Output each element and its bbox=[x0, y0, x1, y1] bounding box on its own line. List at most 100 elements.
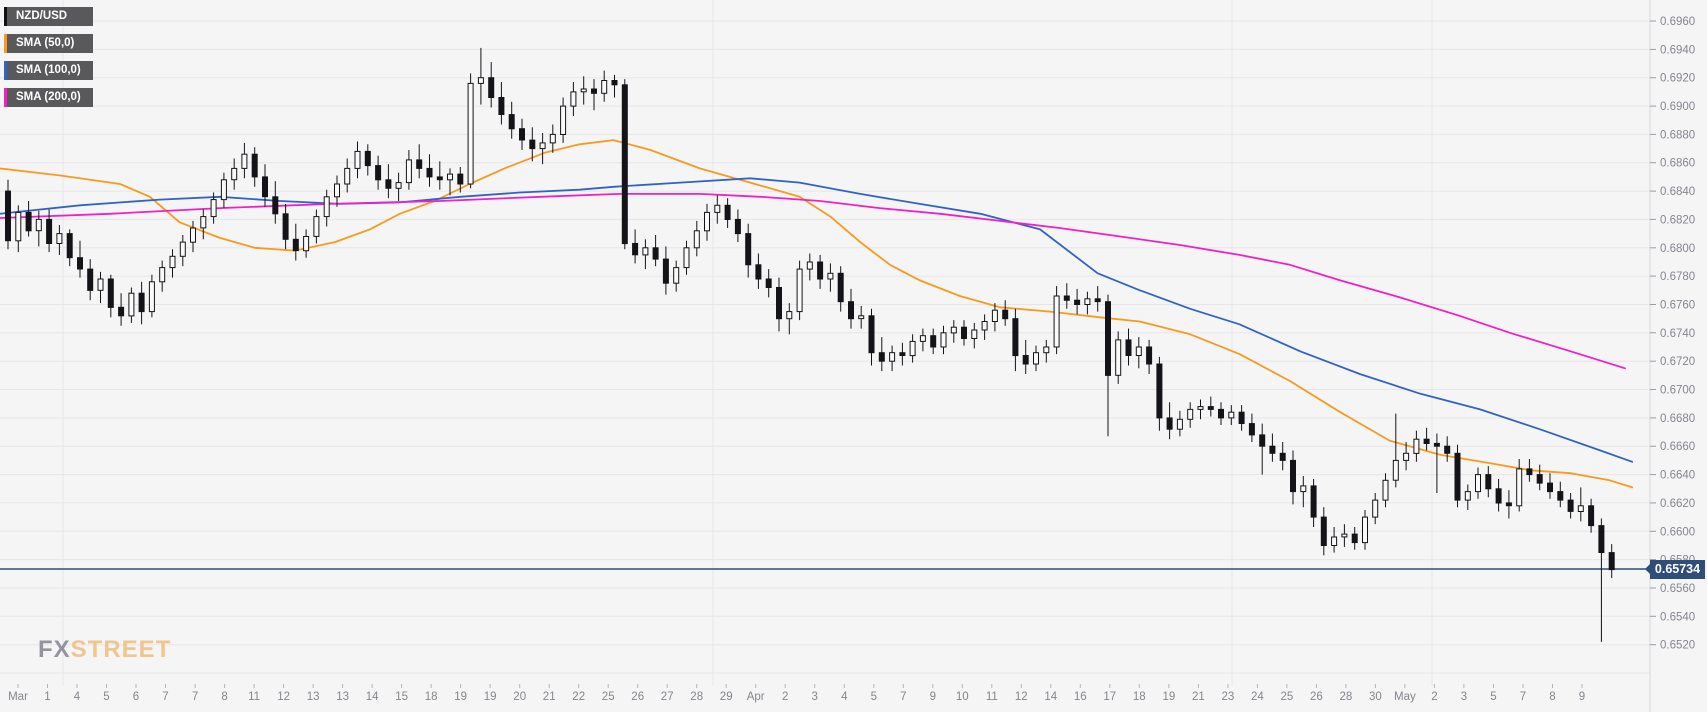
svg-text:14: 14 bbox=[1044, 691, 1057, 703]
svg-text:19: 19 bbox=[484, 691, 497, 703]
svg-text:0.6860: 0.6860 bbox=[1660, 158, 1695, 170]
svg-text:22: 22 bbox=[572, 691, 585, 703]
svg-text:20: 20 bbox=[513, 691, 526, 703]
legend-label: NZD/USD bbox=[16, 10, 68, 22]
svg-text:0.6940: 0.6940 bbox=[1660, 44, 1695, 56]
svg-text:Mar: Mar bbox=[8, 691, 28, 703]
svg-text:May: May bbox=[1394, 691, 1416, 703]
svg-text:25: 25 bbox=[602, 691, 615, 703]
svg-text:0.6640: 0.6640 bbox=[1660, 470, 1695, 482]
candles bbox=[5, 47, 1615, 642]
svg-text:25: 25 bbox=[1281, 691, 1294, 703]
svg-text:23: 23 bbox=[1222, 691, 1235, 703]
indicator-legend: NZD/USD SMA (50,0) SMA (100,0) SMA (200,… bbox=[4, 7, 93, 107]
svg-text:17: 17 bbox=[1103, 691, 1116, 703]
series-color-swatch bbox=[4, 61, 7, 80]
svg-text:0.6520: 0.6520 bbox=[1660, 640, 1695, 652]
svg-text:7: 7 bbox=[1520, 691, 1526, 703]
svg-text:0.6900: 0.6900 bbox=[1660, 101, 1695, 113]
svg-text:0.6660: 0.6660 bbox=[1660, 441, 1695, 453]
svg-text:29: 29 bbox=[720, 691, 733, 703]
svg-text:8: 8 bbox=[221, 691, 227, 703]
legend-item-nzdusd[interactable]: NZD/USD bbox=[4, 7, 93, 26]
svg-text:27: 27 bbox=[661, 691, 674, 703]
watermark-fx: FX bbox=[38, 636, 71, 663]
svg-text:13: 13 bbox=[336, 691, 349, 703]
series-color-swatch bbox=[4, 88, 7, 107]
svg-text:26: 26 bbox=[631, 691, 644, 703]
svg-text:4: 4 bbox=[841, 691, 848, 703]
svg-text:21: 21 bbox=[1192, 691, 1205, 703]
legend-item-sma50[interactable]: SMA (50,0) bbox=[4, 34, 93, 53]
svg-text:21: 21 bbox=[543, 691, 556, 703]
svg-text:7: 7 bbox=[162, 691, 168, 703]
svg-text:Apr: Apr bbox=[747, 691, 765, 703]
svg-text:0.6560: 0.6560 bbox=[1660, 583, 1695, 595]
svg-text:18: 18 bbox=[1133, 691, 1146, 703]
svg-text:0.6740: 0.6740 bbox=[1660, 328, 1695, 340]
svg-text:0.6700: 0.6700 bbox=[1660, 385, 1695, 397]
svg-text:0.6880: 0.6880 bbox=[1660, 129, 1695, 141]
svg-text:4: 4 bbox=[74, 691, 81, 703]
svg-text:0.6620: 0.6620 bbox=[1660, 498, 1695, 510]
svg-text:16: 16 bbox=[1074, 691, 1087, 703]
svg-text:0.6760: 0.6760 bbox=[1660, 300, 1695, 312]
svg-text:3: 3 bbox=[1461, 691, 1467, 703]
svg-text:13: 13 bbox=[307, 691, 320, 703]
svg-text:8: 8 bbox=[1549, 691, 1555, 703]
svg-text:7: 7 bbox=[900, 691, 906, 703]
svg-text:0.6960: 0.6960 bbox=[1660, 16, 1695, 28]
sma-200-line bbox=[0, 192, 1626, 370]
price-label-value: 0.65734 bbox=[1654, 561, 1701, 576]
svg-text:19: 19 bbox=[454, 691, 467, 703]
series-color-swatch bbox=[4, 7, 7, 26]
horizontal-gridlines bbox=[0, 20, 1650, 674]
watermark-street: STREET bbox=[70, 636, 172, 663]
legend-label: SMA (50,0) bbox=[16, 37, 75, 49]
svg-text:0.6820: 0.6820 bbox=[1660, 214, 1695, 226]
price-label-arrow-icon bbox=[1645, 564, 1650, 574]
svg-text:9: 9 bbox=[930, 691, 936, 703]
svg-text:11: 11 bbox=[986, 691, 998, 703]
legend-item-sma200[interactable]: SMA (200,0) bbox=[4, 88, 93, 107]
vertical-gridlines bbox=[62, 0, 1433, 686]
svg-text:5: 5 bbox=[103, 691, 109, 703]
svg-text:0.6840: 0.6840 bbox=[1660, 186, 1695, 198]
svg-text:0.6800: 0.6800 bbox=[1660, 243, 1695, 255]
svg-text:9: 9 bbox=[1579, 691, 1585, 703]
svg-text:0.6540: 0.6540 bbox=[1660, 611, 1695, 623]
svg-text:5: 5 bbox=[871, 691, 877, 703]
current-price-label: 0.65734 bbox=[1645, 559, 1705, 579]
svg-text:1: 1 bbox=[44, 691, 50, 703]
svg-text:7: 7 bbox=[192, 691, 198, 703]
svg-text:28: 28 bbox=[1340, 691, 1353, 703]
svg-text:18: 18 bbox=[425, 691, 438, 703]
x-axis: Mar 1 4 5 6 7 7 8 11 12 13 13 14 15 18 19 19 20 21 22 25 26 27… bbox=[8, 684, 1585, 703]
svg-text:28: 28 bbox=[690, 691, 703, 703]
svg-text:26: 26 bbox=[1310, 691, 1323, 703]
svg-text:12: 12 bbox=[277, 691, 290, 703]
svg-text:3: 3 bbox=[811, 691, 817, 703]
fxstreet-watermark: FXSTREET bbox=[38, 636, 171, 664]
svg-text:0.6600: 0.6600 bbox=[1660, 526, 1695, 538]
legend-label: SMA (200,0) bbox=[16, 91, 81, 103]
sma-100-line bbox=[0, 177, 1634, 463]
svg-text:6: 6 bbox=[133, 691, 139, 703]
svg-text:0.6680: 0.6680 bbox=[1660, 413, 1695, 425]
series-color-swatch bbox=[4, 34, 7, 53]
svg-text:0.6780: 0.6780 bbox=[1660, 271, 1695, 283]
svg-text:15: 15 bbox=[395, 691, 408, 703]
svg-text:10: 10 bbox=[956, 691, 969, 703]
legend-item-sma100[interactable]: SMA (100,0) bbox=[4, 61, 93, 80]
svg-text:2: 2 bbox=[1431, 691, 1437, 703]
svg-text:11: 11 bbox=[248, 691, 260, 703]
legend-label: SMA (100,0) bbox=[16, 64, 81, 76]
svg-text:0.6720: 0.6720 bbox=[1660, 356, 1695, 368]
svg-text:0.6920: 0.6920 bbox=[1660, 73, 1695, 85]
svg-text:24: 24 bbox=[1251, 691, 1264, 703]
svg-text:12: 12 bbox=[1015, 691, 1028, 703]
svg-text:19: 19 bbox=[1163, 691, 1176, 703]
svg-text:2: 2 bbox=[782, 691, 788, 703]
